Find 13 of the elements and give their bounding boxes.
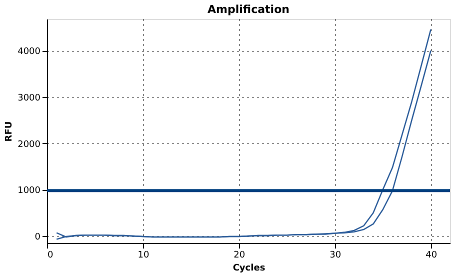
x-axis-title: Cycles [232,264,266,274]
x-tick-label: 20 [234,250,246,260]
y-tick-label: 3000 [18,93,41,104]
y-tick-label: 0 [34,232,41,243]
x-tick-label: 0 [48,250,54,260]
y-tick-label: 1000 [18,186,41,196]
chart-title: Amplification [208,3,290,16]
y-tick-label: 4000 [18,47,41,58]
x-tick-label: 10 [138,250,150,260]
x-tick-label: 30 [330,250,342,260]
x-tick-label: 40 [426,250,438,260]
y-tick-label: 2000 [18,140,41,150]
y-axis-title: RFU [4,121,15,142]
